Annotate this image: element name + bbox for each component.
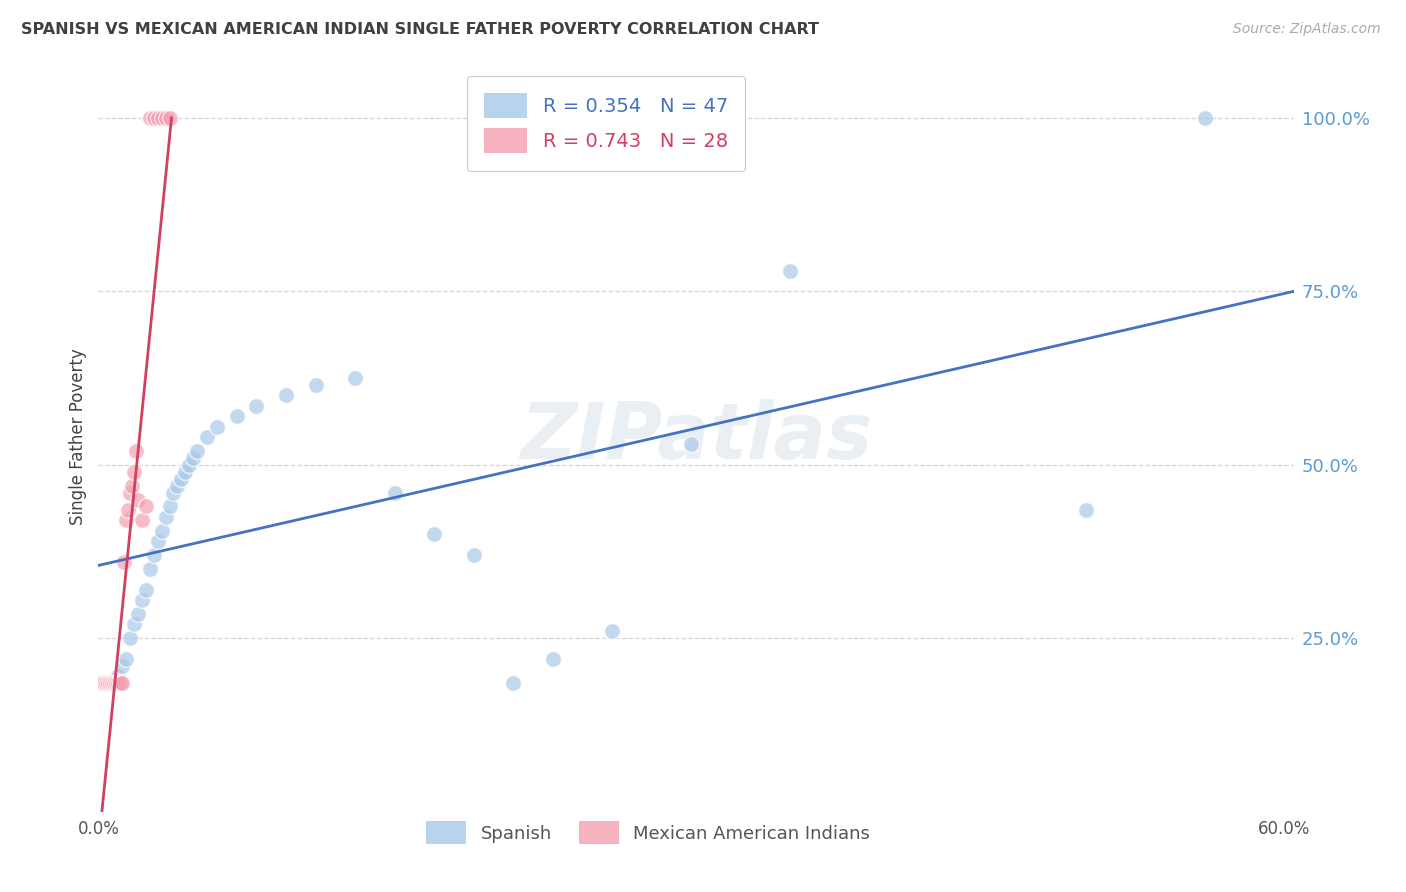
Point [131,513,153,527]
Point [384,485,406,500]
Point [274,388,297,402]
Point [305,378,328,392]
Point [146,534,169,549]
Point [105,676,128,690]
Point [108,676,131,690]
Point [155,111,177,125]
Point [97,676,120,690]
Point [162,485,184,500]
Point [115,652,138,666]
Point [96,676,118,690]
Point [170,472,193,486]
Point [679,437,702,451]
Text: Source: ZipAtlas.com: Source: ZipAtlas.com [1233,22,1381,37]
Point [344,371,367,385]
Point [139,562,162,576]
Point [600,624,623,639]
Point [142,548,165,562]
Point [502,676,524,690]
Point [89,676,111,690]
Point [96,676,118,690]
Point [105,676,128,690]
Point [93,676,115,690]
Point [225,409,247,424]
Point [186,444,208,458]
Point [159,500,181,514]
Point [107,669,129,683]
Point [118,485,141,500]
Point [98,676,121,690]
Point [159,111,181,125]
Point [97,676,120,690]
Point [131,593,153,607]
Point [195,430,218,444]
Point [127,492,149,507]
Point [118,632,141,646]
Point [107,676,129,690]
Point [541,652,564,666]
Point [150,111,173,125]
Point [139,111,162,125]
Point [142,111,165,125]
Point [135,500,157,514]
Point [112,555,135,569]
Point [174,465,197,479]
Text: ZIPatlas: ZIPatlas [520,399,872,475]
Point [245,399,267,413]
Point [101,676,124,690]
Point [1194,111,1216,125]
Point [103,676,125,690]
Point [135,582,157,597]
Y-axis label: Single Father Poverty: Single Father Poverty [69,349,87,525]
Legend: Spanish, Mexican American Indians: Spanish, Mexican American Indians [412,806,884,859]
Point [166,478,188,492]
Point [125,444,148,458]
Point [122,465,145,479]
Point [91,676,114,690]
Point [1074,503,1097,517]
Point [101,676,124,690]
Point [779,263,801,277]
Point [117,503,139,517]
Point [121,478,143,492]
Point [155,509,177,524]
Point [115,513,138,527]
Point [146,111,169,125]
Point [181,450,204,465]
Point [111,676,134,690]
Point [93,676,115,690]
Point [111,659,134,673]
Point [91,676,114,690]
Point [89,676,111,690]
Point [103,676,125,690]
Point [127,607,149,621]
Point [122,617,145,632]
Point [150,524,173,538]
Point [98,676,121,690]
Point [205,419,228,434]
Point [423,527,446,541]
Point [179,458,201,472]
Text: SPANISH VS MEXICAN AMERICAN INDIAN SINGLE FATHER POVERTY CORRELATION CHART: SPANISH VS MEXICAN AMERICAN INDIAN SINGL… [21,22,820,37]
Point [463,548,485,562]
